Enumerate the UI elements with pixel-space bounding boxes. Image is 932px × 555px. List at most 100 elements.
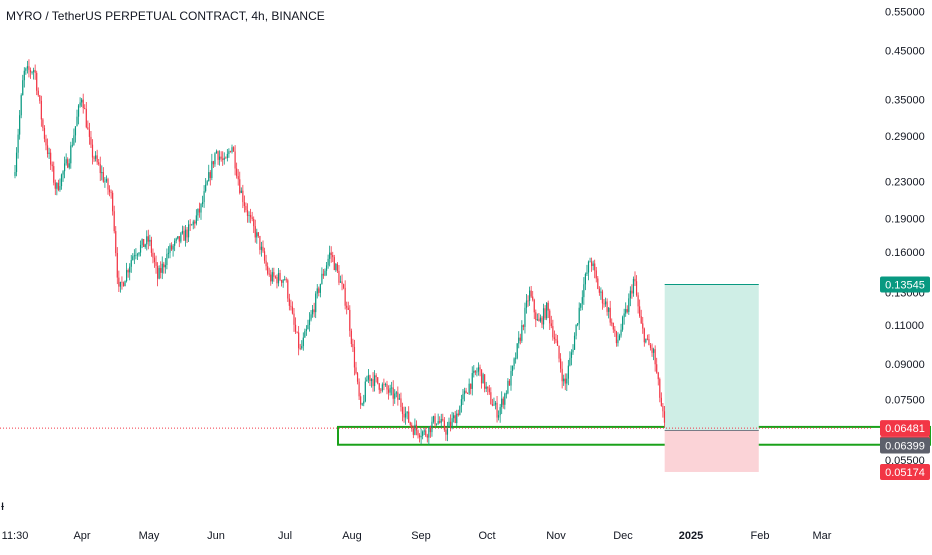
candle-body	[93, 157, 95, 159]
candle-body	[383, 384, 385, 386]
y-tick-label: 0.23000	[885, 176, 925, 188]
candle-body	[364, 381, 366, 402]
candle-body	[539, 317, 542, 322]
candle-body	[516, 343, 518, 359]
candle-body	[133, 255, 135, 257]
candle-body	[451, 418, 453, 427]
candle-body	[336, 263, 338, 271]
candle-body	[572, 349, 574, 353]
candle-body	[265, 260, 267, 267]
candle-body	[74, 126, 77, 136]
candle-body	[259, 235, 261, 250]
candle-body	[161, 263, 163, 273]
x-tick-label: 2025	[679, 530, 703, 542]
candle-body	[536, 319, 538, 321]
candle-body	[220, 156, 222, 159]
candle-body	[484, 374, 486, 389]
candle-body	[346, 305, 348, 308]
candle-body	[654, 349, 656, 365]
candle-body	[37, 90, 39, 96]
candle-body	[22, 80, 24, 96]
candle-body	[477, 367, 480, 372]
x-tick-label: Sep	[411, 530, 431, 542]
candle-body	[225, 157, 227, 159]
candle-body	[188, 224, 190, 238]
candle-body	[113, 211, 115, 232]
candle-body	[614, 329, 616, 332]
candle-body	[603, 303, 605, 305]
candle-body	[663, 411, 666, 423]
candle-body	[561, 368, 563, 382]
candle-body	[76, 116, 78, 127]
candle-body	[530, 290, 532, 297]
candle-body	[343, 284, 345, 288]
stop-loss-tag-bg	[880, 463, 930, 480]
candle-body	[274, 276, 276, 278]
candle-body	[429, 426, 431, 433]
candle-body	[313, 309, 315, 313]
candle-body	[322, 273, 325, 276]
candle-body	[321, 273, 323, 285]
candle-body	[604, 301, 607, 305]
candle-body	[169, 245, 171, 253]
candle-body	[434, 416, 436, 425]
candle-body	[344, 287, 346, 306]
candle-body	[634, 278, 636, 282]
candle-body	[146, 236, 148, 245]
chart-title: MYRO / TetherUS PERPETUAL CONTRACT, 4h, …	[6, 9, 325, 23]
candle-body	[637, 295, 639, 307]
candle-body	[203, 191, 205, 203]
candle-body	[460, 399, 462, 407]
candle-body	[239, 179, 241, 193]
candle-body	[282, 279, 284, 283]
candle-body	[308, 319, 311, 325]
candle-body	[418, 435, 421, 438]
candle-body	[315, 293, 317, 313]
candle-body	[325, 265, 328, 271]
candle-body	[194, 221, 196, 224]
candle-body	[70, 145, 72, 164]
candle-body	[555, 338, 557, 341]
candle-body	[400, 398, 402, 408]
candle-body	[442, 419, 444, 421]
candle-body	[79, 102, 81, 106]
position-profit-area[interactable]	[664, 284, 759, 431]
candle-body	[412, 428, 414, 435]
candle-body	[149, 239, 151, 242]
candle-body	[558, 345, 560, 359]
candle-body	[646, 338, 648, 340]
candle-body	[473, 370, 475, 374]
position-loss-area[interactable]	[664, 430, 759, 472]
candle-body	[360, 396, 362, 405]
y-tick-label: 0.55000	[885, 7, 925, 19]
candle-body	[167, 252, 170, 254]
candle-body	[301, 346, 303, 349]
candle-body	[95, 155, 97, 159]
candle-body	[626, 309, 628, 312]
candle-body	[569, 357, 571, 366]
candle-body	[121, 281, 123, 283]
candle-body	[549, 310, 551, 324]
candle-body	[57, 182, 59, 190]
candle-body	[494, 402, 497, 405]
y-tick-label: 0.29000	[885, 131, 925, 143]
candle-body	[267, 266, 269, 274]
candle-body	[268, 273, 270, 275]
take-profit-tag-bg	[880, 276, 930, 293]
candle-body	[226, 153, 228, 159]
candle-body	[87, 127, 89, 130]
candle-body	[23, 70, 25, 81]
support-zone[interactable]	[337, 425, 931, 446]
candle-body	[81, 99, 83, 103]
entry-price-tag-bg	[880, 437, 930, 454]
candle-body	[304, 331, 306, 338]
candle-body	[358, 381, 360, 397]
candle-body	[141, 238, 143, 245]
candle-body	[163, 263, 165, 268]
candle-body	[50, 152, 52, 165]
candle-body	[369, 375, 371, 382]
candle-body	[428, 426, 430, 438]
candle-body	[456, 413, 458, 424]
